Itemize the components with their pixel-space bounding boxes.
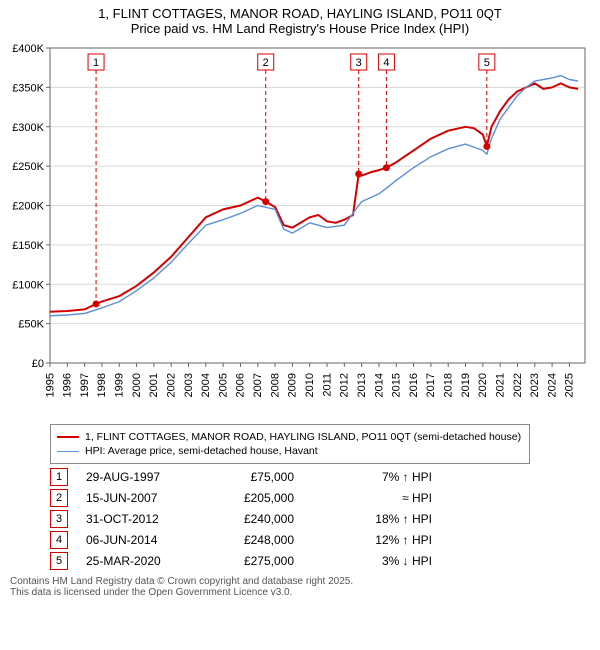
transaction-diff: 18% ↑ HPI <box>312 512 432 526</box>
transaction-row: 1 29-AUG-1997 £75,000 7% ↑ HPI <box>50 468 550 486</box>
svg-text:2004: 2004 <box>200 373 212 397</box>
svg-text:4: 4 <box>383 57 389 69</box>
transaction-diff: ≈ HPI <box>312 491 432 505</box>
transaction-badge: 3 <box>50 510 68 528</box>
footer-line-2: This data is licensed under the Open Gov… <box>10 587 590 598</box>
svg-text:2017: 2017 <box>425 373 437 397</box>
legend-label: HPI: Average price, semi-detached house,… <box>85 445 318 457</box>
svg-text:£0: £0 <box>32 358 44 370</box>
transaction-row: 3 31-OCT-2012 £240,000 18% ↑ HPI <box>50 510 550 528</box>
svg-text:1997: 1997 <box>79 373 91 397</box>
line-chart-svg: £0 £50K £100K £150K £200K £250K £300K £350K £400… <box>0 38 600 418</box>
svg-text:£350K: £350K <box>12 82 44 94</box>
transaction-price: £240,000 <box>214 512 294 526</box>
svg-text:1: 1 <box>93 57 99 69</box>
transaction-diff: 3% ↓ HPI <box>312 554 432 568</box>
svg-text:2010: 2010 <box>304 373 316 397</box>
transaction-date: 06-JUN-2014 <box>86 533 196 547</box>
svg-text:2015: 2015 <box>391 373 403 397</box>
svg-text:2006: 2006 <box>235 373 247 397</box>
transactions-table: 1 29-AUG-1997 £75,000 7% ↑ HPI 2 15-JUN-2007 £… <box>50 468 550 570</box>
legend: 1, FLINT COTTAGES, MANOR ROAD, HAYLING I… <box>50 424 530 464</box>
svg-text:2001: 2001 <box>148 373 160 397</box>
svg-text:2000: 2000 <box>131 373 143 397</box>
transaction-badge: 2 <box>50 489 68 507</box>
svg-text:2008: 2008 <box>269 373 281 397</box>
legend-label: 1, FLINT COTTAGES, MANOR ROAD, HAYLING I… <box>85 431 521 443</box>
svg-text:2014: 2014 <box>373 373 385 397</box>
transaction-date: 29-AUG-1997 <box>86 470 196 484</box>
footer-attribution: Contains HM Land Registry data © Crown c… <box>10 576 590 598</box>
svg-text:£400K: £400K <box>12 43 44 55</box>
transaction-date: 25-MAR-2020 <box>86 554 196 568</box>
svg-text:2005: 2005 <box>217 373 229 397</box>
svg-text:£250K: £250K <box>12 161 44 173</box>
title-line-2: Price paid vs. HM Land Registry's House … <box>10 21 590 36</box>
transaction-price: £75,000 <box>214 470 294 484</box>
svg-text:2020: 2020 <box>477 373 489 397</box>
svg-text:2018: 2018 <box>443 373 455 397</box>
transaction-row: 5 25-MAR-2020 £275,000 3% ↓ HPI <box>50 552 550 570</box>
transaction-diff: 7% ↑ HPI <box>312 470 432 484</box>
legend-row: 1, FLINT COTTAGES, MANOR ROAD, HAYLING I… <box>57 431 523 443</box>
svg-text:1995: 1995 <box>44 373 56 397</box>
svg-text:2009: 2009 <box>287 373 299 397</box>
svg-text:2003: 2003 <box>183 373 195 397</box>
transaction-badge: 1 <box>50 468 68 486</box>
svg-text:5: 5 <box>484 57 490 69</box>
svg-text:2023: 2023 <box>529 373 541 397</box>
svg-text:2016: 2016 <box>408 373 420 397</box>
legend-swatch <box>57 436 79 438</box>
svg-text:1998: 1998 <box>96 373 108 397</box>
svg-text:2007: 2007 <box>252 373 264 397</box>
footer-line-1: Contains HM Land Registry data © Crown c… <box>10 576 590 587</box>
transaction-date: 31-OCT-2012 <box>86 512 196 526</box>
transaction-badge: 5 <box>50 552 68 570</box>
svg-text:2024: 2024 <box>546 373 558 397</box>
svg-text:2002: 2002 <box>165 373 177 397</box>
legend-row: HPI: Average price, semi-detached house,… <box>57 445 523 457</box>
svg-text:2013: 2013 <box>356 373 368 397</box>
transaction-price: £248,000 <box>214 533 294 547</box>
svg-text:£150K: £150K <box>12 240 44 252</box>
svg-text:1996: 1996 <box>62 373 74 397</box>
svg-text:2011: 2011 <box>321 373 333 397</box>
svg-text:£50K: £50K <box>18 319 44 331</box>
svg-text:2022: 2022 <box>512 373 524 397</box>
title-line-1: 1, FLINT COTTAGES, MANOR ROAD, HAYLING I… <box>10 6 590 21</box>
svg-text:£200K: £200K <box>12 201 44 213</box>
transaction-row: 4 06-JUN-2014 £248,000 12% ↑ HPI <box>50 531 550 549</box>
svg-text:2021: 2021 <box>494 373 506 397</box>
chart-area: £0 £50K £100K £150K £200K £250K £300K £350K £400… <box>0 38 600 418</box>
legend-swatch <box>57 451 79 452</box>
svg-text:2: 2 <box>263 57 269 69</box>
transaction-badge: 4 <box>50 531 68 549</box>
transaction-price: £205,000 <box>214 491 294 505</box>
transaction-diff: 12% ↑ HPI <box>312 533 432 547</box>
svg-text:2025: 2025 <box>564 373 576 397</box>
transaction-price: £275,000 <box>214 554 294 568</box>
svg-text:£100K: £100K <box>12 279 44 291</box>
chart-titles: 1, FLINT COTTAGES, MANOR ROAD, HAYLING I… <box>0 0 600 38</box>
transaction-row: 2 15-JUN-2007 £205,000 ≈ HPI <box>50 489 550 507</box>
svg-text:2012: 2012 <box>339 373 351 397</box>
svg-text:2019: 2019 <box>460 373 472 397</box>
transaction-date: 15-JUN-2007 <box>86 491 196 505</box>
svg-text:3: 3 <box>356 57 362 69</box>
svg-text:£300K: £300K <box>12 122 44 134</box>
svg-text:1999: 1999 <box>114 373 126 397</box>
